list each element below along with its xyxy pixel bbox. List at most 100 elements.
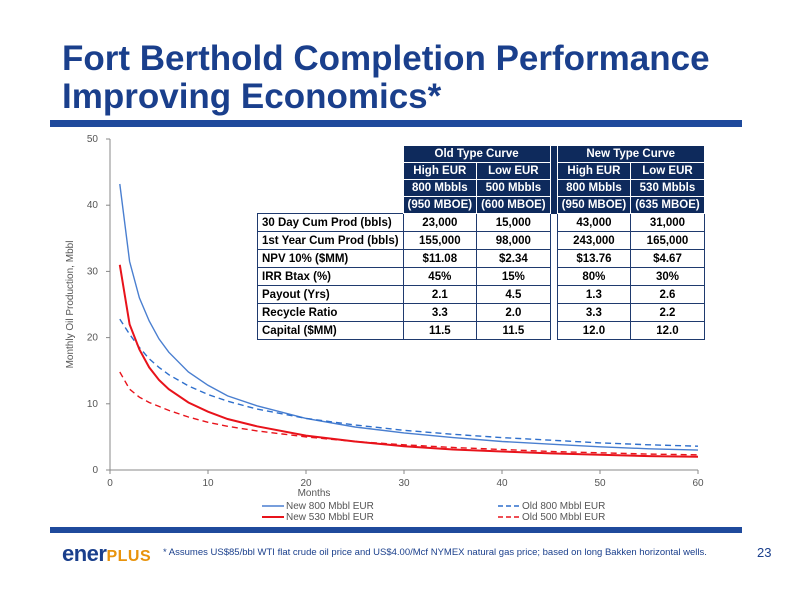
x-tick-label: 60 <box>692 478 704 489</box>
header-blank <box>257 196 404 214</box>
column-gap <box>550 303 558 322</box>
column-gap <box>550 213 558 232</box>
table-cell: 155,000 <box>402 231 478 250</box>
group-new-type-curve: New Type Curve <box>556 145 705 163</box>
table-column-header: (950 MBOE) (600 MBOE) (950 MBOE) (635 MBOE) <box>257 196 705 214</box>
table-cell: 2.2 <box>630 303 705 322</box>
slide-title: Fort Berthold Completion Performance Imp… <box>62 40 710 116</box>
table-cell: 2.6 <box>630 285 705 304</box>
chart-axes: 0 10 20 30 40 50 0 10 20 30 40 50 60 Months Monthly Oi… <box>65 134 704 499</box>
logo-text-main: ener <box>62 541 107 566</box>
y-tick-label: 40 <box>87 200 99 211</box>
x-tick-label: 0 <box>107 478 113 489</box>
column-gap <box>550 267 558 286</box>
table-cell: 12.0 <box>630 321 705 340</box>
y-axis-label: Monthly Oil Production, Mbbl <box>65 241 76 369</box>
column-header-cell: (950 MBOE) <box>556 196 632 214</box>
table-cell: $4.67 <box>630 249 705 268</box>
x-tick-label: 30 <box>398 478 410 489</box>
table-cell: 31,000 <box>630 213 705 232</box>
column-header-cell: 800 Mbbls <box>402 179 478 197</box>
column-header-cell: 530 Mbbls <box>630 179 705 197</box>
table-cell: 11.5 <box>402 321 478 340</box>
y-tick-label: 20 <box>87 333 99 344</box>
row-label: 1st Year Cum Prod (bbls) <box>257 231 404 250</box>
table-group-header: Old Type Curve New Type Curve <box>257 145 705 163</box>
series-line-1 <box>119 183 699 451</box>
header-blank <box>257 145 404 163</box>
bottom-divider <box>50 527 742 533</box>
table-cell: $11.08 <box>402 249 478 268</box>
column-header-cell: Low EUR <box>476 162 551 180</box>
table-row: Capital ($MM) 11.5 11.5 12.0 12.0 <box>257 321 705 340</box>
header-blank <box>257 162 404 180</box>
series-line-4 <box>119 371 699 456</box>
table-cell: $13.76 <box>556 249 632 268</box>
table-cell: $2.34 <box>476 249 551 268</box>
table-cell: 11.5 <box>476 321 551 340</box>
table-cell: 80% <box>556 267 632 286</box>
table-cell: 15,000 <box>476 213 551 232</box>
footnote: * Assumes US$85/bbl WTI flat crude oil p… <box>163 547 707 558</box>
legend-label: Old 800 Mbbl EUR <box>522 501 605 512</box>
table-cell: 243,000 <box>556 231 632 250</box>
y-tick-label: 0 <box>92 465 98 476</box>
table-row: IRR Btax (%) 45% 15% 80% 30% <box>257 267 705 286</box>
table-column-header: 800 Mbbls 500 Mbbls 800 Mbbls 530 Mbbls <box>257 179 705 197</box>
table-column-header: High EUR Low EUR High EUR Low EUR <box>257 162 705 180</box>
column-gap <box>550 249 558 268</box>
table-row: NPV 10% ($MM) $11.08 $2.34 $13.76 $4.67 <box>257 249 705 268</box>
title-line-2: Improving Economics* <box>62 77 442 116</box>
page-number: 23 <box>757 545 772 560</box>
column-header-cell: High EUR <box>402 162 478 180</box>
column-gap <box>550 179 558 197</box>
column-gap <box>550 162 558 180</box>
table-cell: 2.1 <box>402 285 478 304</box>
legend-label: New 530 Mbbl EUR <box>286 512 374 523</box>
table-cell: 12.0 <box>556 321 632 340</box>
table-cell: 23,000 <box>402 213 478 232</box>
table-cell: 165,000 <box>630 231 705 250</box>
row-label: Capital ($MM) <box>257 321 404 340</box>
column-header-cell: (950 MBOE) <box>402 196 478 214</box>
series-line-2 <box>119 318 699 447</box>
legend-label: New 800 Mbbl EUR <box>286 501 374 512</box>
x-tick-label: 10 <box>202 478 214 489</box>
x-tick-label: 40 <box>496 478 508 489</box>
table-cell: 30% <box>630 267 705 286</box>
table-cell: 45% <box>402 267 478 286</box>
row-label: Payout (Yrs) <box>257 285 404 304</box>
row-label: NPV 10% ($MM) <box>257 249 404 268</box>
column-header-cell: Low EUR <box>630 162 705 180</box>
y-tick-label: 30 <box>87 266 99 277</box>
table-row: Recycle Ratio 3.3 2.0 3.3 2.2 <box>257 303 705 322</box>
table-row: Payout (Yrs) 2.1 4.5 1.3 2.6 <box>257 285 705 304</box>
row-label: IRR Btax (%) <box>257 267 404 286</box>
table-cell: 98,000 <box>476 231 551 250</box>
column-gap <box>550 145 558 163</box>
y-tick-label: 50 <box>87 134 99 145</box>
table-cell: 15% <box>476 267 551 286</box>
x-tick-label: 50 <box>594 478 606 489</box>
column-header-cell: (635 MBOE) <box>630 196 705 214</box>
column-header-cell: 500 Mbbls <box>476 179 551 197</box>
y-tick-label: 10 <box>87 399 99 410</box>
title-line-1: Fort Berthold Completion Performance <box>62 39 710 78</box>
table-cell: 4.5 <box>476 285 551 304</box>
logo-text-accent: PLUS <box>106 548 152 565</box>
chart-lines <box>118 183 699 458</box>
row-label: 30 Day Cum Prod (bbls) <box>257 213 404 232</box>
column-header-cell: High EUR <box>556 162 632 180</box>
economics-table: Old Type Curve New Type Curve High EUR Low … <box>257 145 705 340</box>
legend-label: Old 500 Mbbl EUR <box>522 512 605 523</box>
column-gap <box>550 285 558 304</box>
column-gap <box>550 231 558 250</box>
table-cell: 43,000 <box>556 213 632 232</box>
column-gap <box>550 321 558 340</box>
series-line-3 <box>118 264 699 458</box>
table-cell: 3.3 <box>402 303 478 322</box>
x-tick-label: 20 <box>300 478 312 489</box>
enerplus-logo: enerPLUS <box>62 541 151 567</box>
table-row: 30 Day Cum Prod (bbls) 23,000 15,000 43,000… <box>257 213 705 232</box>
